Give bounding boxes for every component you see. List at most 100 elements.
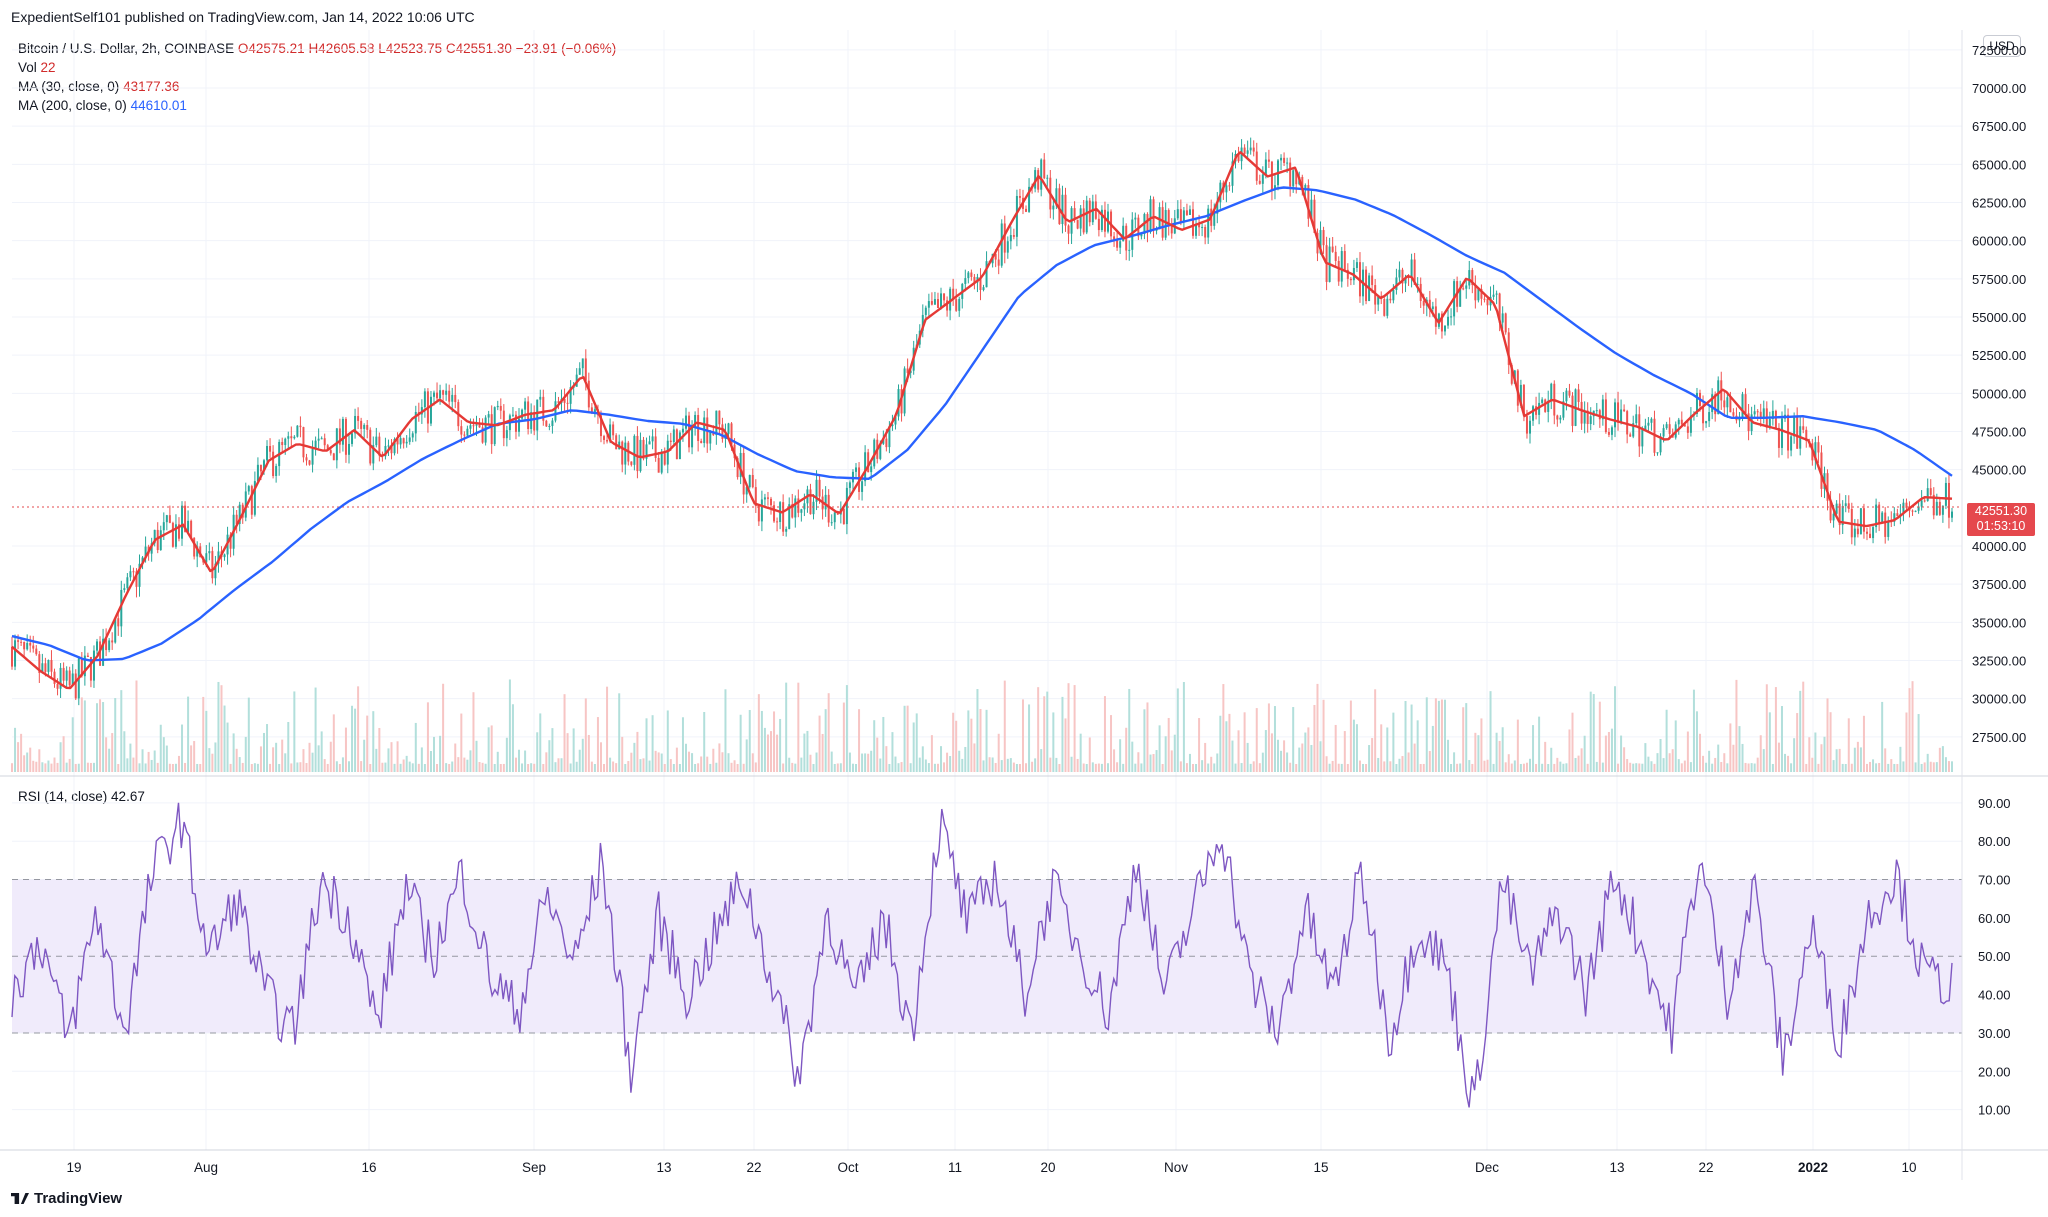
time-axis[interactable]: 19 Aug 16 Sep 13 22 Oct 11 20 Nov 15 Dec 13 22 2022 10	[66, 1160, 1916, 1175]
candle-body	[351, 433, 354, 444]
volume-bar	[1516, 719, 1519, 772]
volume-bar	[788, 757, 791, 772]
volume-bar	[618, 693, 621, 772]
volume-bar	[930, 735, 933, 772]
candle-body	[1231, 161, 1234, 186]
volume-bar	[903, 705, 906, 772]
rsi-axis[interactable]: 90.00 80.00 70.00 60.00 50.00 40.00 30.00 20.00…	[1978, 796, 2011, 1118]
volume-bar	[1844, 763, 1847, 772]
volume-bar	[1486, 759, 1489, 772]
candle-body	[1556, 415, 1559, 420]
volume-bar	[50, 763, 53, 772]
candle-body	[1468, 270, 1471, 286]
candle-body	[1188, 209, 1191, 215]
candle-body	[120, 589, 123, 627]
volume-bar	[1410, 704, 1413, 772]
symbol-legend-row[interactable]: Bitcoin / U.S. Dollar, 2h, COINBASE O425…	[18, 39, 616, 58]
volume-bar	[1064, 718, 1067, 772]
candle-body	[1614, 402, 1617, 428]
volume-bar	[466, 759, 469, 772]
volume-bar	[469, 750, 472, 772]
price-axis-label: 32500.00	[1972, 654, 2026, 669]
volume-bar	[1155, 750, 1158, 772]
volume-bar	[1510, 763, 1513, 772]
volume-bar	[1623, 747, 1626, 772]
candle-body	[1774, 410, 1777, 428]
candle-body	[1064, 194, 1067, 226]
candle-body	[994, 253, 997, 260]
volume-bar	[827, 693, 830, 772]
volume-bar	[936, 763, 939, 772]
candle-body	[1914, 510, 1917, 512]
volume-bar	[165, 745, 168, 772]
candle-body	[499, 405, 502, 411]
volume-bar	[68, 758, 71, 772]
ma200-legend-row[interactable]: MA (200, close, 0) 44610.01	[18, 96, 616, 115]
ma30-legend-row[interactable]: MA (30, close, 0) 43177.36	[18, 77, 616, 96]
candle-body	[1100, 209, 1103, 231]
volume-bar	[593, 763, 596, 772]
volume-bar	[1905, 712, 1908, 772]
volume-bar	[1893, 763, 1896, 772]
candle-body	[193, 537, 196, 557]
ma30-label: MA (30, close, 0)	[18, 79, 120, 94]
candle-body	[463, 434, 466, 436]
candle-body	[1522, 384, 1525, 417]
candle-body	[65, 670, 68, 681]
candle-body	[1134, 217, 1137, 220]
volume-bar	[502, 763, 505, 772]
candle-body	[1201, 226, 1204, 228]
volume-bar	[578, 749, 581, 772]
candle-body	[879, 443, 882, 459]
volume-bar	[873, 720, 876, 772]
candle-body	[593, 409, 596, 414]
indicator-lines	[11, 150, 1953, 1108]
volume-bar	[71, 717, 74, 772]
volume-bar	[1070, 756, 1073, 772]
candle-body	[256, 464, 259, 482]
candle-body	[827, 494, 830, 523]
candle-body	[296, 425, 299, 437]
tradingview-logo[interactable]: TradingView	[11, 1190, 122, 1207]
volume-bar	[1774, 687, 1777, 772]
volume-bar	[1495, 732, 1498, 772]
vol-legend-row[interactable]: Vol 22	[18, 58, 616, 77]
candle-body	[1119, 241, 1122, 248]
volume-bar	[751, 753, 754, 772]
volume-bar	[478, 762, 481, 772]
candle-body	[1313, 199, 1316, 233]
price-axis[interactable]: 72500.00 70000.00 67500.00 65000.00 62500.00…	[1972, 43, 2026, 745]
volume-bar	[970, 718, 973, 772]
volume-bar	[53, 757, 56, 772]
candle-body	[551, 420, 554, 426]
volume-bar	[912, 722, 915, 772]
candle-body	[1237, 153, 1240, 162]
candle-body	[1726, 397, 1729, 408]
candle-body	[545, 420, 548, 427]
candle-body	[1947, 482, 1950, 518]
candle-body	[615, 435, 618, 450]
candle-body	[651, 436, 654, 442]
currency-badge[interactable]: USD	[1983, 35, 2021, 57]
volume-bar	[235, 748, 238, 772]
candle-body	[1246, 150, 1249, 154]
candle-body	[281, 441, 284, 446]
volume-bar	[454, 743, 457, 772]
footer-brand-text: TradingView	[34, 1190, 123, 1207]
candle-body	[1881, 512, 1884, 523]
rsi-legend-row[interactable]: RSI (14, close) 42.67	[18, 789, 145, 804]
candle-body	[1620, 409, 1623, 423]
volume-bar	[472, 692, 475, 772]
volume-bar	[214, 742, 217, 772]
volume-bar	[399, 763, 402, 772]
volume-bar	[162, 737, 165, 772]
volume-bar	[47, 760, 50, 772]
candle-body	[114, 618, 117, 643]
candle-body	[891, 424, 894, 427]
candle-body	[785, 528, 788, 532]
volume-bar	[633, 742, 636, 772]
volume-bar	[238, 757, 241, 772]
candle-body	[958, 298, 961, 311]
volume-bar	[624, 763, 627, 772]
